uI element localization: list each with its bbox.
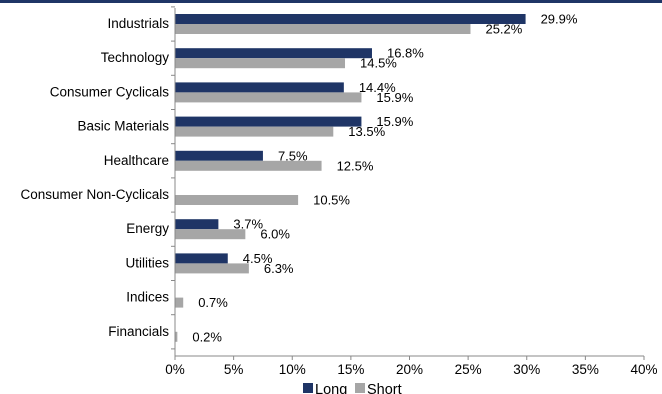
bar-long	[175, 116, 362, 127]
bar-long	[175, 219, 219, 230]
data-label-short: 6.3%	[264, 261, 294, 276]
category-label: Utilities	[125, 255, 169, 270]
data-label-short: 25.2%	[485, 22, 522, 37]
category-label: Consumer Cyclicals	[50, 84, 170, 99]
legend-label-short: Short	[367, 382, 402, 394]
data-label-long: 16.8%	[387, 46, 424, 61]
bar-long	[175, 48, 372, 59]
legend: Long Short	[303, 382, 402, 394]
bar-short	[175, 160, 322, 171]
data-labels-group: 29.9%25.2%16.8%14.5%14.4%15.9%15.9%13.5%…	[192, 12, 578, 345]
data-label-short: 0.7%	[198, 295, 228, 310]
data-label-long: 15.9%	[376, 114, 413, 129]
axes-group	[171, 6, 645, 360]
data-label-short: 15.9%	[376, 90, 413, 105]
category-label: Healthcare	[104, 153, 169, 168]
bar-long	[175, 150, 263, 161]
category-label: Basic Materials	[77, 119, 169, 134]
data-label-short: 6.0%	[260, 227, 290, 242]
x-tick-label: 35%	[572, 362, 599, 377]
top-accent-bar	[0, 0, 662, 3]
x-tick-label: 30%	[513, 362, 540, 377]
data-label-long: 7.5%	[278, 148, 308, 163]
data-label-long: 4.5%	[243, 251, 273, 266]
bar-short	[175, 126, 334, 137]
x-tick-label: 5%	[224, 362, 244, 377]
bar-short	[175, 331, 178, 342]
category-label: Technology	[101, 50, 170, 65]
data-label-short: 13.5%	[348, 124, 385, 139]
bar-short	[175, 229, 246, 240]
data-label-long: 14.4%	[359, 80, 396, 95]
bar-short	[175, 263, 249, 274]
legend-label-long: Long	[315, 382, 347, 394]
bars-group	[175, 14, 526, 342]
data-label-long: 29.9%	[541, 12, 578, 27]
bar-short	[175, 58, 346, 69]
category-label: Consumer Non-Cyclicals	[20, 187, 169, 202]
bar-short	[175, 92, 362, 103]
data-label-short: 12.5%	[337, 158, 374, 173]
category-labels-group: Industrials Technology Consumer Cyclicals B…	[20, 16, 169, 339]
bar-short	[175, 195, 299, 205]
category-label: Financials	[108, 324, 169, 339]
legend-swatch-long	[303, 383, 313, 393]
x-tick-label: 15%	[337, 362, 364, 377]
data-label-long: 3.7%	[233, 217, 263, 232]
legend-swatch-short	[355, 383, 365, 393]
bar-long	[175, 82, 344, 93]
category-label: Indices	[126, 290, 169, 305]
bar-short	[175, 297, 184, 308]
data-label-short: 0.2%	[192, 329, 222, 344]
x-tick-label: 25%	[455, 362, 482, 377]
data-label-short: 14.5%	[360, 56, 397, 71]
category-label: Energy	[126, 221, 169, 236]
category-label: Industrials	[107, 16, 169, 31]
x-tick-label: 10%	[279, 362, 306, 377]
x-tick-label: 20%	[396, 362, 423, 377]
tick-labels-group: 0% 5% 10% 15% 20% 25% 30% 35% 40%	[165, 362, 657, 377]
data-label-short: 10.5%	[313, 193, 350, 208]
x-tick-label: 40%	[630, 362, 657, 377]
x-tick-label: 0%	[165, 362, 185, 377]
bar-short	[175, 24, 471, 34]
bar-long	[175, 253, 228, 264]
bar-long	[175, 14, 526, 24]
